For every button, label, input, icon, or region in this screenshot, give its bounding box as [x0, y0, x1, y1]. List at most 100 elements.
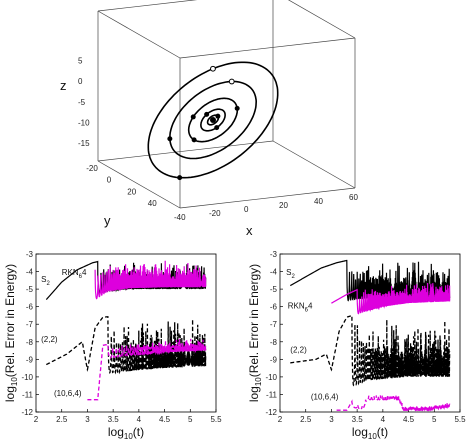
- orbit-ellipse: [206, 114, 220, 126]
- y-tick-label: -6: [26, 303, 34, 312]
- x-tick-label: -20: [209, 209, 221, 218]
- x-tick-label: 4.5: [159, 415, 171, 424]
- box-edge: [179, 187, 356, 209]
- orbiting-body: [167, 136, 173, 142]
- y-tick-label: -11: [22, 390, 34, 399]
- y-tick-label: -8: [26, 338, 34, 347]
- x-tick-label: 5: [188, 415, 193, 424]
- box-edge: [97, 10, 181, 59]
- y-tick-label: -4: [270, 268, 278, 277]
- x-tick-label: 4: [381, 415, 386, 424]
- series-line--10-6-4-: [336, 395, 451, 413]
- plot-frame-left: [35, 253, 217, 413]
- box-edge: [97, 140, 274, 162]
- x-tick-label: 5.5: [454, 415, 466, 424]
- plot-frame-right: [279, 253, 461, 413]
- series-line--2-2-: [290, 314, 451, 387]
- y-axis-label-left: log10(Rel. Error in Energy): [3, 264, 19, 402]
- series-annotation: (10,6,4): [54, 389, 82, 398]
- tick-labels-left: 2 2.5 3 3.5 4 4.5 5 5.5 -3 -4 -5 -6 -7 -8 -9 -10 -11 -12: [21, 250, 222, 424]
- orbiting-body: [214, 125, 220, 131]
- orbiting-body: [215, 113, 221, 119]
- 3d-bounding-box: [97, 0, 356, 209]
- x-tick-label: 5.5: [210, 415, 222, 424]
- series-line-rkn64: [94, 260, 207, 300]
- y-axis-label: y: [104, 213, 111, 228]
- series-right: [290, 259, 451, 413]
- tick-labels-right: 2 2.5 3 3.5 4 4.5 5 5.5 -3 -4 -5 -6 -7 -8 -9 -10 -11 -12: [265, 250, 466, 424]
- orbiting-body: [204, 111, 210, 117]
- z-tick-label: -10: [78, 118, 90, 127]
- series-annotation: (2,2): [290, 345, 307, 354]
- y-tick-label: 40: [148, 199, 157, 208]
- x-tick-label: 4.5: [403, 415, 415, 424]
- x-tick-label: 3: [85, 415, 90, 424]
- box-edge: [97, 0, 198, 12]
- box-edge: [272, 140, 356, 189]
- orbit-ellipse: [187, 97, 239, 143]
- x-tick-label: 60: [349, 193, 358, 202]
- y-tick-label: -3: [26, 250, 34, 259]
- x-tick-label: 4: [137, 415, 142, 424]
- z-tick-label: 0: [78, 77, 83, 86]
- orbit-3d-panel: -40 -20 0 20 40 60 -20 0 20 40 -15 -10 -5 0 5 x y z: [60, 0, 358, 238]
- annotations-right: S2 RKN64 (2,2) (10,6,4): [286, 268, 339, 402]
- x-tick-label: 2.5: [56, 415, 68, 424]
- y-tick-label: 20: [127, 187, 136, 196]
- series-annotation: S2: [286, 268, 295, 280]
- orbiting-body: [191, 137, 197, 143]
- x-tick-label: 3.5: [352, 415, 364, 424]
- series-line--2-2-: [46, 316, 207, 375]
- series-left: [45, 260, 207, 401]
- x-tick-label: 2: [278, 415, 283, 424]
- series-line--10-6-4-: [87, 338, 207, 401]
- x-axis-label-left: log10(t): [108, 425, 144, 441]
- x-tick-label: 20: [279, 201, 288, 210]
- y-tick-label: -12: [21, 408, 33, 417]
- box-edge: [97, 160, 181, 209]
- orbit-ellipse: [168, 80, 258, 160]
- series-annotation: RKN64: [62, 268, 87, 280]
- z-tick-label: 5: [78, 57, 83, 66]
- y-tick-label: -9: [270, 355, 278, 364]
- y-tick-label: -6: [270, 303, 278, 312]
- y-tick-label: -11: [266, 390, 278, 399]
- orbit-bodies: [167, 65, 240, 181]
- y-tick-label: -10: [265, 373, 277, 382]
- x-tick-label: 5: [432, 415, 437, 424]
- y-tick-label: -12: [265, 408, 277, 417]
- box-edge: [179, 37, 356, 59]
- x-axis-label-right: log10(t): [352, 425, 388, 441]
- series-annotation: (10,6,4): [311, 393, 339, 402]
- orbit-ellipse: [200, 108, 226, 132]
- z-axis-label: z: [60, 78, 67, 93]
- x-tick-label: 40: [314, 197, 323, 206]
- x-tick-label: 3: [329, 415, 334, 424]
- y-tick-label: -7: [270, 320, 278, 329]
- orbiting-body: [228, 78, 235, 85]
- orbiting-body: [177, 175, 183, 181]
- energy-error-panel-right: 2 2.5 3 3.5 4 4.5 5 5.5-3-4-5-6-7-8-9-10-11-12 …: [247, 250, 466, 441]
- y-tick-label: -3: [270, 250, 278, 259]
- y-tick-label: -5: [270, 285, 278, 294]
- series-line-rkn64: [331, 282, 451, 315]
- series-annotation: (2,2): [41, 335, 58, 344]
- 3d-tick-labels: -40 -20 0 20 40 60 -20 0 20 40 -15 -10 -5 0 5: [78, 57, 358, 223]
- z-tick-label: -5: [78, 98, 86, 107]
- x-tick-label: 3.5: [108, 415, 120, 424]
- series-annotation: S2: [41, 275, 50, 287]
- orbiting-body: [210, 65, 216, 72]
- x-tick-label: 0: [244, 205, 249, 214]
- series-annotation: RKN64: [288, 301, 313, 313]
- x-tick-label: 2.5: [300, 415, 312, 424]
- y-tick-label: -8: [270, 338, 278, 347]
- y-tick-label: -4: [26, 268, 34, 277]
- energy-error-panel-left: 2 2.5 3 3.5 4 4.5 5 5.5-3-4-5-6-7-8-9-10-11-12 …: [3, 250, 222, 441]
- y-axis-label-right: log10(Rel. Error in Energy): [247, 264, 263, 402]
- x-tick-label: -40: [174, 213, 186, 222]
- box-edge: [287, 0, 356, 39]
- orbit-ellipse: [147, 61, 279, 179]
- orbiting-body: [190, 114, 196, 120]
- orbit-ellipses: [147, 61, 279, 179]
